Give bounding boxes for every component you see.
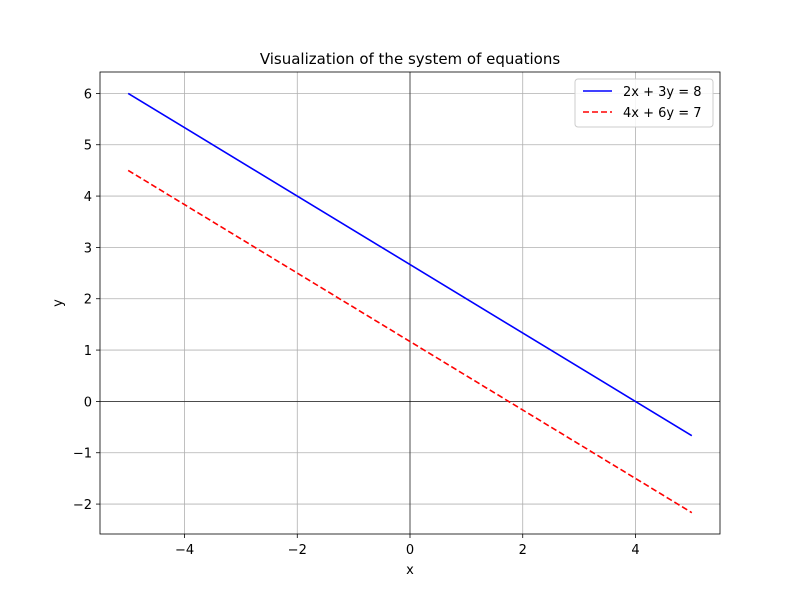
series-line-2 [127,169,693,514]
x-tick-label: 4 [631,543,639,558]
chart-title: Visualization of the system of equations [260,50,561,68]
series-line-1 [127,92,693,437]
y-axis-ticks: −2 −1 0 1 2 3 4 5 6 [73,87,100,513]
x-tick-label: −2 [288,543,307,558]
x-axis-ticks: −4 −2 0 2 4 [175,534,640,558]
y-tick-label: 5 [84,139,92,154]
plot-series [127,92,693,514]
x-tick-label: 2 [519,543,527,558]
x-tick-label: −4 [175,543,194,558]
y-tick-label: 3 [84,241,92,256]
y-axis-label: y [51,299,66,307]
legend-label-2: 4x + 6y = 7 [623,106,702,121]
y-tick-label: −2 [73,498,92,513]
x-tick-label: 0 [406,543,414,558]
legend-label-1: 2x + 3y = 8 [623,85,702,100]
x-axis-label: x [406,563,414,578]
y-tick-label: 1 [84,344,92,359]
zero-lines [100,72,720,534]
legend: 2x + 3y = 8 4x + 6y = 7 [574,78,714,128]
y-tick-label: 0 [84,395,92,410]
y-tick-label: 2 [84,293,92,308]
y-tick-label: 4 [84,190,92,205]
y-tick-label: −1 [73,447,92,462]
y-tick-label: 6 [84,87,92,102]
